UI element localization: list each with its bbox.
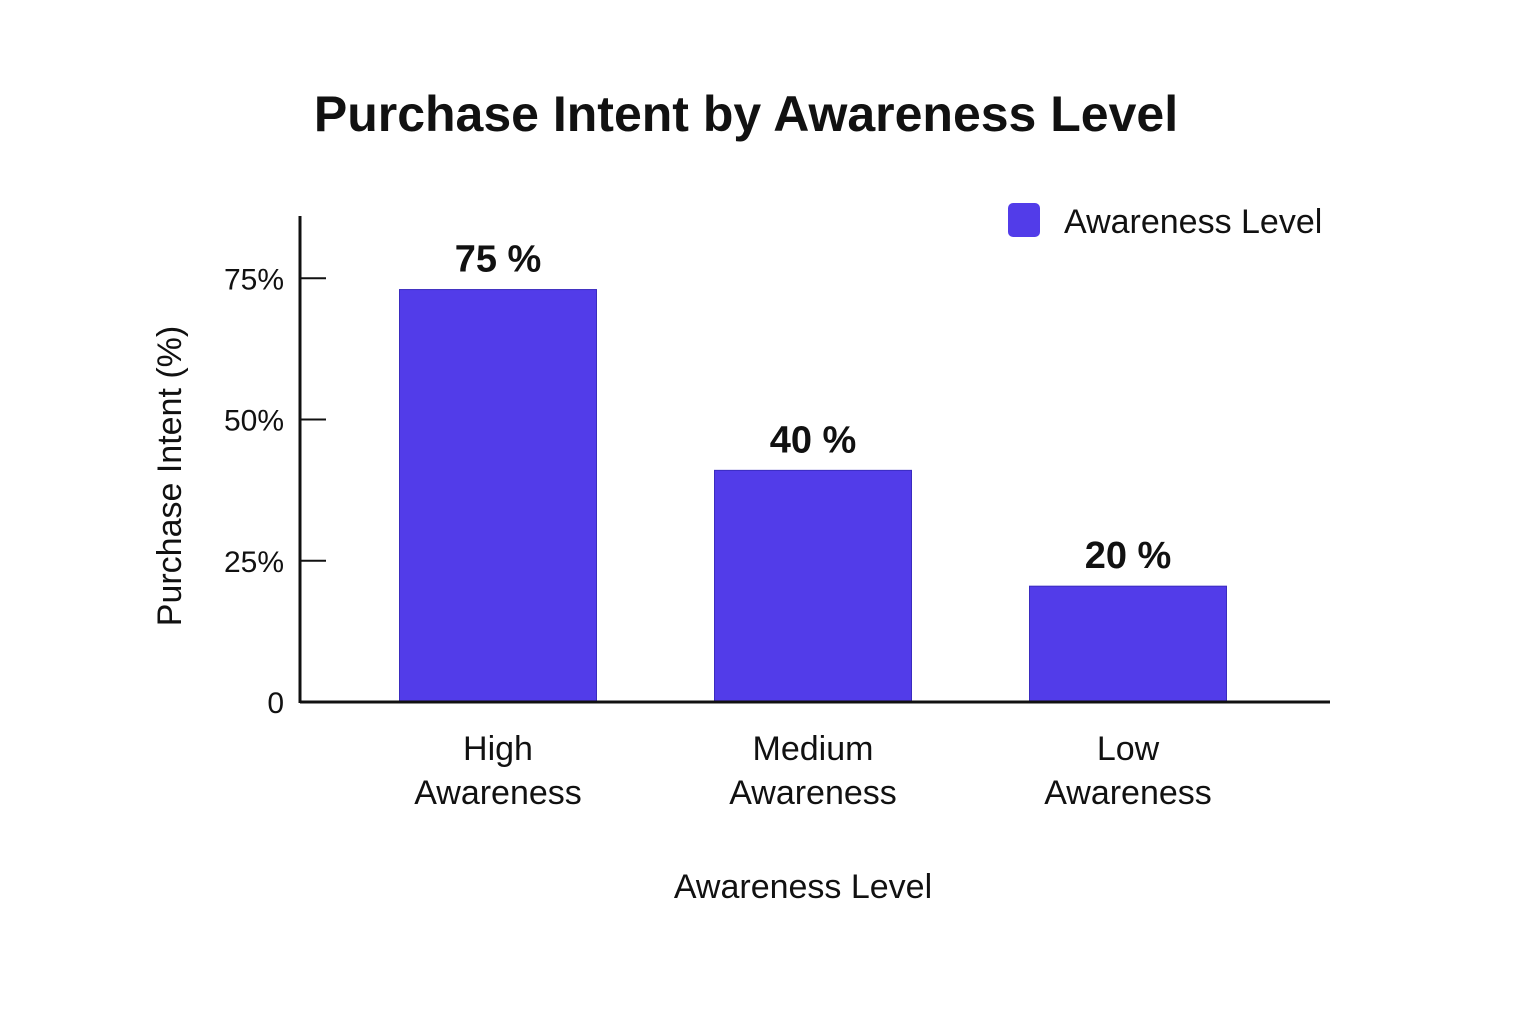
x-tick-label: Awareness <box>1044 774 1212 812</box>
legend-swatch <box>1008 203 1040 237</box>
bar <box>399 289 597 703</box>
bars <box>399 289 1227 703</box>
x-tick-label: Medium <box>753 730 874 768</box>
x-tick-label: Awareness <box>414 774 582 812</box>
chart-title: Purchase Intent by Awareness Level <box>314 86 1178 142</box>
x-tick-label: Low <box>1097 730 1160 768</box>
y-tick-label: 0 <box>267 687 284 720</box>
bar-value-label: 20 % <box>1085 535 1172 577</box>
y-tick-label: 50% <box>224 405 284 438</box>
bar <box>1029 585 1227 703</box>
bar-value-label: 40 % <box>770 419 857 461</box>
bar <box>714 469 912 703</box>
y-axis-title: Purchase Intent (%) <box>151 326 189 626</box>
x-tick-label: High <box>463 730 533 768</box>
y-tick-label: 75% <box>224 263 284 296</box>
legend-label: Awareness Level <box>1064 203 1322 241</box>
legend: Awareness Level <box>1008 203 1322 241</box>
x-axis-title: Awareness Level <box>674 868 932 906</box>
y-tick-label: 25% <box>224 546 284 579</box>
x-axis-labels: High Awareness Medium Awareness Low Awareness <box>414 730 1212 812</box>
bar-value-label: 75 % <box>455 239 542 281</box>
x-tick-label: Awareness <box>729 774 897 812</box>
data-labels: 75 % 40 % 20 % <box>455 239 1172 578</box>
y-axis-ticks: 0 25% 50% 75% <box>224 263 326 720</box>
